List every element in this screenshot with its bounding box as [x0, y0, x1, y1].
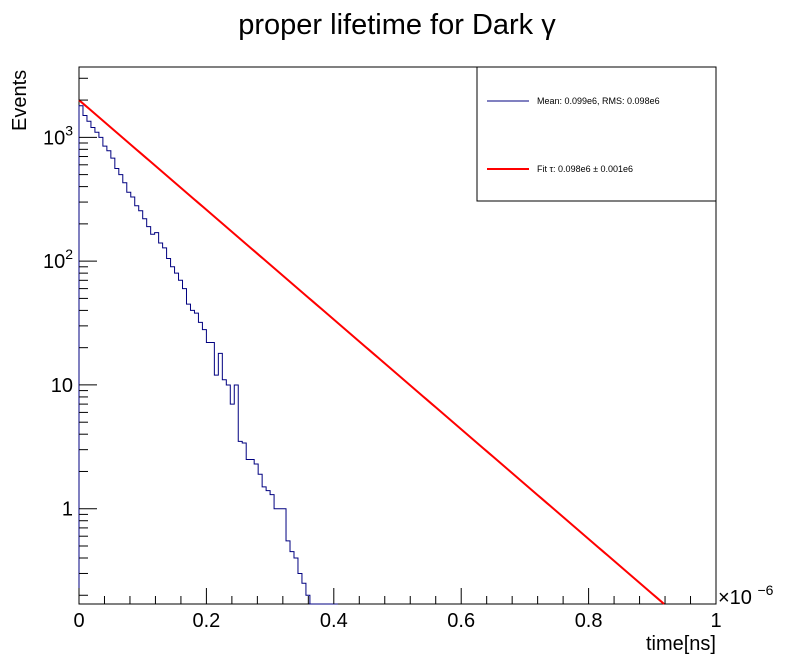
x-tick-label: 0.4 [320, 610, 348, 632]
y-tick-label: 10 [51, 375, 73, 397]
y-tick-label: 103 [43, 122, 73, 149]
y-axis-tick-labels: 1 10 102 103 [43, 122, 73, 520]
y-axis-title: Events [9, 70, 31, 131]
x-tick-label: 0 [73, 610, 84, 632]
x-multiplier-base: ×10 [718, 587, 752, 609]
histogram-layer [78, 105, 338, 605]
legend-box [476, 66, 717, 202]
x-multiplier: ×10 −6 [718, 582, 774, 609]
y-tick-label: 102 [43, 246, 73, 273]
x-axis-title: time[ns] [646, 633, 716, 655]
x-tick-label: 0.2 [192, 610, 220, 632]
x-tick-label: 0.8 [575, 610, 603, 632]
x-multiplier-exponent: −6 [758, 582, 774, 598]
x-tick-label: 1 [710, 610, 721, 632]
legend: Mean: 0.099e6, RMS: 0.098e6 Fit τ: 0.098… [476, 66, 717, 202]
x-axis-tick-labels: 0 0.2 0.4 0.6 0.8 1 [73, 610, 721, 632]
y-axis-ticks [79, 77, 97, 596]
fit-curve-layer [78, 99, 665, 605]
chart-title: proper lifetime for Dark γ [238, 9, 556, 41]
legend-hist-label: Mean: 0.099e6, RMS: 0.098e6 [537, 96, 660, 106]
x-tick-label: 0.6 [447, 610, 475, 632]
legend-fit-label: Fit τ: 0.098e6 ± 0.001e6 [537, 164, 633, 174]
x-axis-ticks [78, 588, 717, 604]
y-tick-label: 1 [62, 499, 73, 521]
fit-curve [78, 99, 665, 605]
histogram-series [78, 105, 338, 605]
